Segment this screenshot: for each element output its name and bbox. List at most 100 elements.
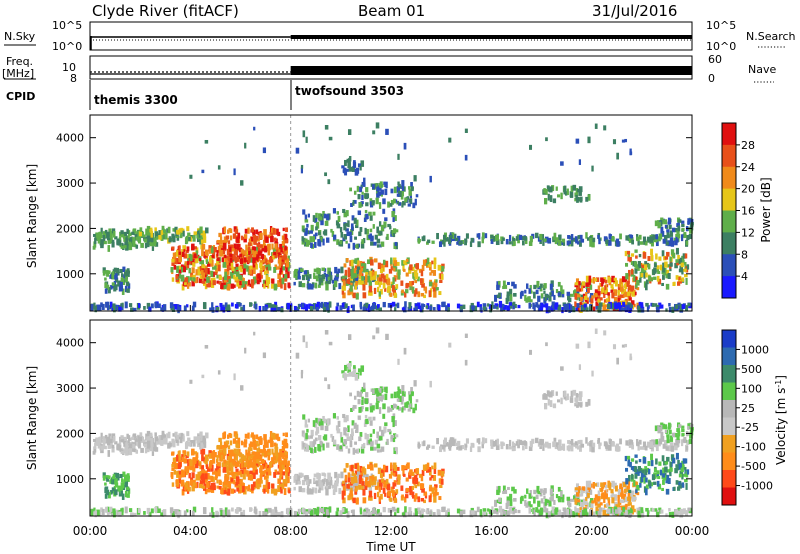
velocity-cell-1217 bbox=[388, 473, 393, 479]
velocity-cell-1433 bbox=[400, 395, 404, 402]
velocity-cell-95 bbox=[100, 445, 104, 451]
power-cell-1456 bbox=[361, 191, 364, 195]
power-cell-1688 bbox=[608, 234, 613, 240]
velocity-cell-705 bbox=[274, 443, 278, 449]
velocity-cell-1661 bbox=[555, 442, 559, 447]
freq-unit-label: [MHz] bbox=[2, 67, 34, 80]
velocity-cell-1075 bbox=[315, 426, 320, 434]
velocity-cell-208 bbox=[143, 443, 148, 448]
velocity-cell-1037 bbox=[301, 430, 305, 437]
power-cell-1828 bbox=[560, 192, 563, 200]
power-cell-439 bbox=[226, 264, 230, 272]
velocity-cell-2166 bbox=[689, 434, 693, 439]
power-cell-645 bbox=[239, 275, 243, 281]
velocity-cell-501 bbox=[178, 478, 182, 484]
velocity-cell-1460 bbox=[412, 407, 416, 414]
power-cell-639 bbox=[210, 270, 214, 278]
velocity-cell-1356 bbox=[377, 491, 380, 498]
velocity-cell-1813 bbox=[576, 404, 579, 408]
power-cell-1276 bbox=[350, 271, 355, 279]
velocity-cell-1691 bbox=[611, 440, 615, 447]
power-cell-188 bbox=[138, 230, 142, 237]
velocity-cell-99 bbox=[106, 436, 110, 442]
velocity-cell-81 bbox=[114, 441, 118, 445]
velocity-cell-1703 bbox=[589, 489, 593, 495]
power-cell-110 bbox=[116, 238, 120, 246]
velocity-cell-519 bbox=[270, 488, 275, 494]
power-cell-1648 bbox=[508, 234, 512, 242]
velocity-cell-1493 bbox=[348, 362, 351, 370]
power-cell-579 bbox=[201, 280, 206, 284]
power-cell-1937 bbox=[605, 298, 609, 302]
velocity-cell-1126 bbox=[369, 433, 373, 438]
power-cell-482 bbox=[242, 268, 246, 275]
power-cell-1386 bbox=[343, 263, 347, 268]
power-cell-451 bbox=[280, 281, 283, 289]
power-cell-1470 bbox=[397, 183, 401, 188]
power-cell-1348 bbox=[433, 263, 437, 270]
velocity-cell-2127 bbox=[653, 468, 657, 473]
velocity-cell-387 bbox=[258, 481, 262, 488]
power-cell-230 bbox=[106, 272, 110, 277]
power-cell-1784 bbox=[496, 284, 500, 291]
power-cell-2529 bbox=[566, 304, 570, 311]
velocity-cell-1017 bbox=[364, 432, 367, 440]
power-cell-2102 bbox=[642, 252, 647, 259]
power-cell-2068 bbox=[681, 268, 684, 275]
power-cell-1378 bbox=[382, 282, 386, 289]
velocity-cell-1768 bbox=[528, 501, 531, 506]
power-cell-1186 bbox=[431, 260, 434, 265]
velocity-cell-802 bbox=[227, 455, 231, 461]
power-cell-857 bbox=[239, 253, 243, 258]
power-cell-2329 bbox=[304, 306, 309, 312]
power-cell-612 bbox=[214, 265, 217, 270]
power-cell-62 bbox=[151, 246, 155, 251]
power-cell-2146 bbox=[688, 233, 692, 240]
velocity-cell-1911 bbox=[579, 507, 582, 511]
power-cell-250 bbox=[115, 267, 120, 275]
velocity-cell-533 bbox=[171, 463, 175, 468]
power-cell-959 bbox=[294, 269, 298, 275]
power-cell-97 bbox=[135, 244, 139, 249]
velocity-cell-2173 bbox=[676, 428, 680, 433]
power-cell-1934 bbox=[624, 283, 627, 289]
power-cell-2038 bbox=[656, 268, 660, 273]
velocity-cell-1568 bbox=[625, 440, 629, 446]
power-ylabel: Slant Range [km] bbox=[25, 164, 39, 268]
velocity-cell-1300 bbox=[354, 463, 358, 470]
power-cell-819 bbox=[231, 248, 235, 252]
power-cell-2109 bbox=[637, 260, 641, 267]
velocity-cell-2134 bbox=[664, 461, 669, 465]
power-cell-2331 bbox=[315, 303, 318, 310]
power-cell-78 bbox=[132, 228, 137, 234]
velocity-cell-119 bbox=[123, 450, 127, 454]
power-cell-1568 bbox=[625, 235, 629, 241]
velocity-cell-993 bbox=[328, 485, 331, 490]
velocity-cell-116 bbox=[147, 433, 151, 441]
velocity-cell-1835 bbox=[587, 492, 590, 498]
velocity-cell-589 bbox=[243, 462, 247, 468]
velocity-cell-1263 bbox=[420, 475, 424, 482]
velocity-cell-1604 bbox=[543, 443, 547, 447]
power-cell-1111 bbox=[302, 237, 306, 243]
power-cell-1573 bbox=[686, 235, 690, 241]
velocity-cell-953 bbox=[325, 478, 328, 486]
power-cell-2355 bbox=[100, 302, 103, 308]
velocity-cell-2175 bbox=[676, 435, 680, 441]
velocity-cell-1980 bbox=[599, 502, 603, 506]
velocity-cell-178 bbox=[181, 433, 185, 438]
velocity-cell-1558 bbox=[644, 445, 648, 451]
power-cell-1310 bbox=[380, 288, 383, 295]
velocity-cell-1818 bbox=[579, 402, 583, 408]
velocity-cell-445 bbox=[288, 489, 291, 494]
power-cell-1644 bbox=[665, 241, 669, 246]
power-cell-2080 bbox=[626, 250, 631, 255]
velocity-cell-690 bbox=[221, 462, 224, 468]
power-cell-189 bbox=[201, 239, 204, 244]
power-cell-259 bbox=[116, 271, 120, 276]
velocity-cell-1622 bbox=[441, 444, 445, 450]
velocity-cell-1042 bbox=[307, 418, 311, 423]
power-cell-1351 bbox=[437, 264, 442, 271]
power-cell-371 bbox=[228, 259, 232, 267]
